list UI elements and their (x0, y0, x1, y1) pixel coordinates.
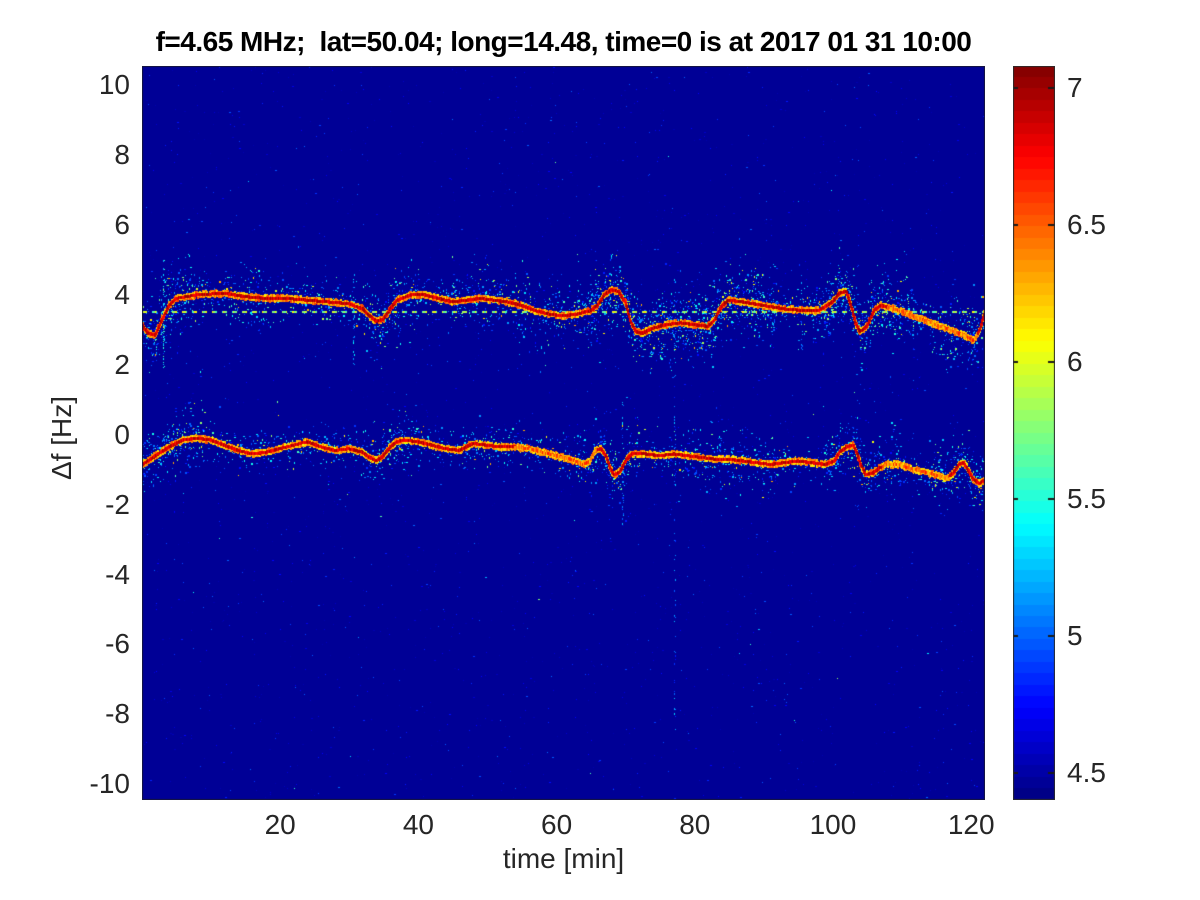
y-tick-label: -4 (105, 558, 130, 590)
x-tick-label: 60 (541, 809, 573, 840)
y-tick-label: 4 (114, 278, 130, 310)
y-tick-label: -6 (105, 628, 130, 660)
y-axis-label: Δf [Hz] (46, 395, 77, 481)
colorbar-tick-label: 5 (1067, 619, 1083, 651)
spectrogram-canvas (142, 66, 985, 800)
colorbar-tick-label: 4.5 (1067, 756, 1106, 788)
colorbar-canvas (1013, 66, 1055, 800)
colorbar-tick-label: 7 (1067, 71, 1083, 103)
y-tick-label: -10 (89, 768, 130, 800)
x-tick-label: 120 (947, 809, 995, 840)
chart-title: f=4.65 MHz; lat=50.04; long=14.48, time=… (155, 26, 972, 57)
colorbar-tick-label: 6 (1067, 345, 1083, 377)
y-tick-label: -8 (105, 698, 130, 730)
y-tick-label: 10 (98, 69, 130, 101)
x-tick-label: 100 (809, 809, 857, 840)
colorbar-tick-label: 5.5 (1067, 482, 1106, 514)
y-tick-label: 6 (114, 209, 130, 241)
x-tick-label: 20 (264, 809, 296, 840)
y-tick-label: 2 (114, 348, 130, 380)
x-axis-label: time [min] (502, 843, 625, 874)
colorbar-tick-label: 6.5 (1067, 208, 1106, 240)
y-tick-label: -2 (105, 488, 130, 520)
x-tick-label: 40 (402, 809, 434, 840)
x-tick-label: 80 (679, 809, 711, 840)
y-tick-label: 8 (114, 139, 130, 171)
